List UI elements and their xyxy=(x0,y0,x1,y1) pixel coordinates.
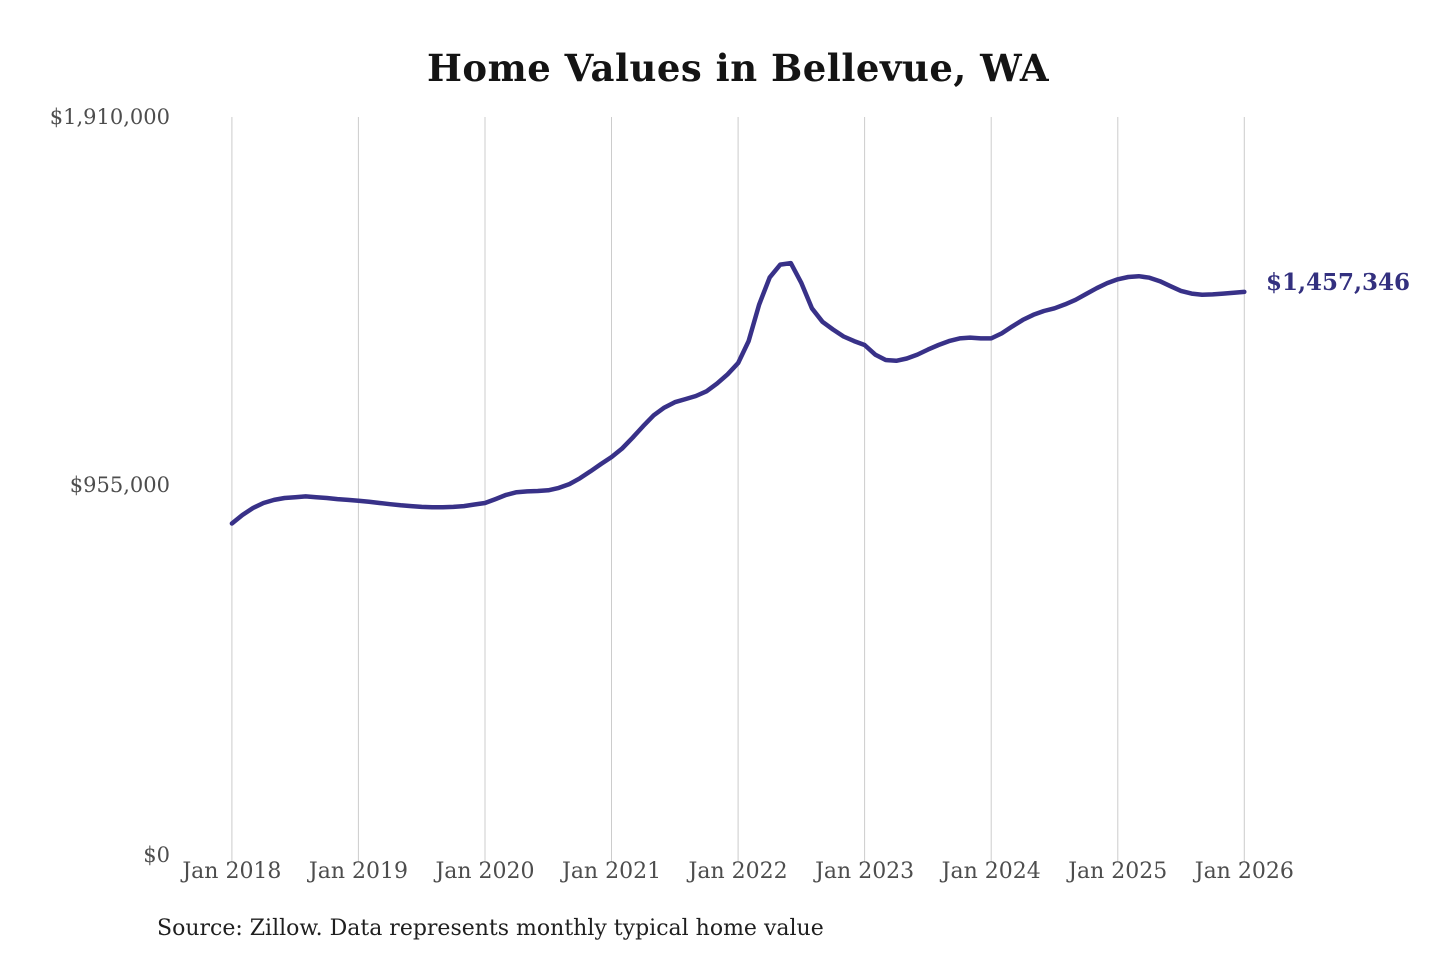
home-value-series-line xyxy=(229,260,1247,526)
source-caption: Source: Zillow. Data represents monthly … xyxy=(157,916,824,941)
y-axis-label-mid: $955,000 xyxy=(69,473,170,497)
x-axis-tick-label: Jan 2022 xyxy=(688,859,788,884)
x-axis-tick-label: Jan 2023 xyxy=(815,859,915,884)
x-axis-tick-label: Jan 2019 xyxy=(308,859,408,884)
x-axis-tick-label: Jan 2021 xyxy=(562,859,662,884)
chart-title: Home Values in Bellevue, WA xyxy=(426,46,1050,90)
x-axis-tick-label: Jan 2018 xyxy=(182,859,282,884)
y-axis-label-zero: $0 xyxy=(143,843,170,867)
x-axis-tick-label: Jan 2026 xyxy=(1194,859,1294,884)
series-end-value-label: $1,457,346 xyxy=(1266,269,1411,296)
y-axis-label-max: $1,910,000 xyxy=(49,105,170,129)
x-axis-tick-label: Jan 2025 xyxy=(1068,859,1168,884)
vertical-gridlines xyxy=(231,117,1245,862)
x-axis-tick-label: Jan 2020 xyxy=(435,859,535,884)
x-axis-tick-label: Jan 2024 xyxy=(941,859,1041,884)
